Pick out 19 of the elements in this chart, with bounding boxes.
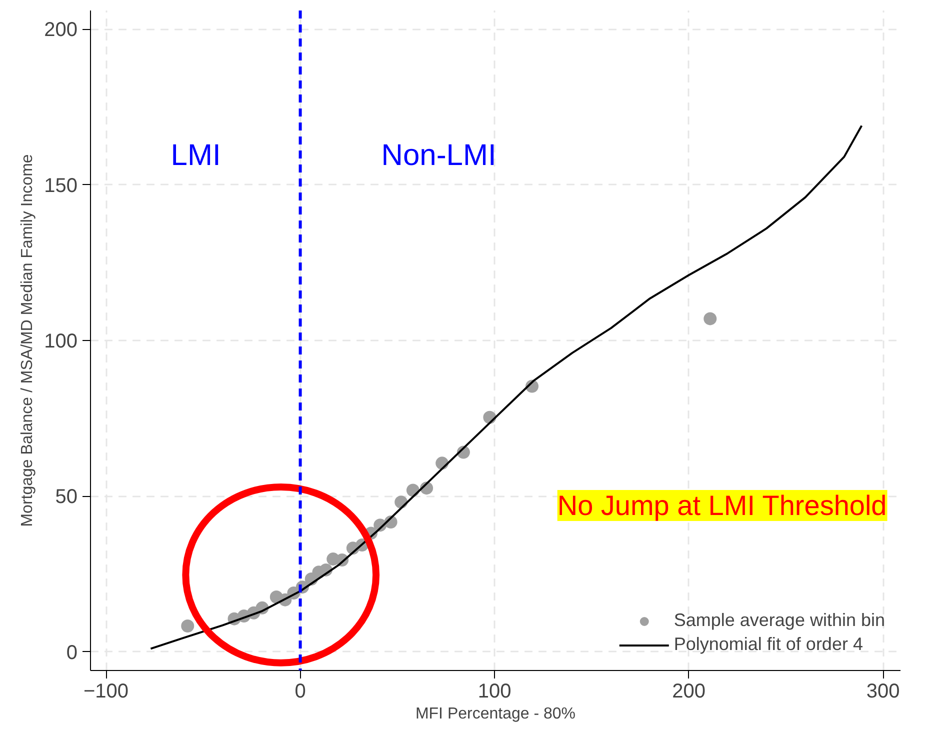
legend-label: Polynomial fit of order 4 bbox=[674, 634, 863, 655]
annotation: No Jump at LMI Threshold bbox=[557, 490, 887, 521]
x-tick-label: −100 bbox=[84, 680, 129, 702]
x-axis-title: MFI Percentage - 80% bbox=[415, 706, 576, 722]
point bbox=[181, 619, 194, 632]
y-tick-label: 0 bbox=[66, 642, 78, 664]
y-tick-label: 150 bbox=[44, 174, 78, 197]
annotation: LMI bbox=[170, 139, 221, 172]
x-tick-label: 0 bbox=[294, 680, 306, 702]
x-tick-label: 100 bbox=[478, 680, 512, 702]
y-tick-label: 50 bbox=[55, 486, 78, 508]
y-tick-label: 100 bbox=[44, 330, 78, 352]
annotation: Non-LMI bbox=[381, 139, 496, 172]
x-tick-label: 300 bbox=[866, 680, 900, 702]
legend-label: Sample average within bin bbox=[674, 610, 885, 631]
y-axis-title: Mortgage Balance / MSA/MD Median Family Income bbox=[19, 154, 36, 527]
point bbox=[704, 312, 717, 326]
x-tick-label: 200 bbox=[672, 680, 706, 702]
y-tick-label: 200 bbox=[44, 19, 78, 42]
